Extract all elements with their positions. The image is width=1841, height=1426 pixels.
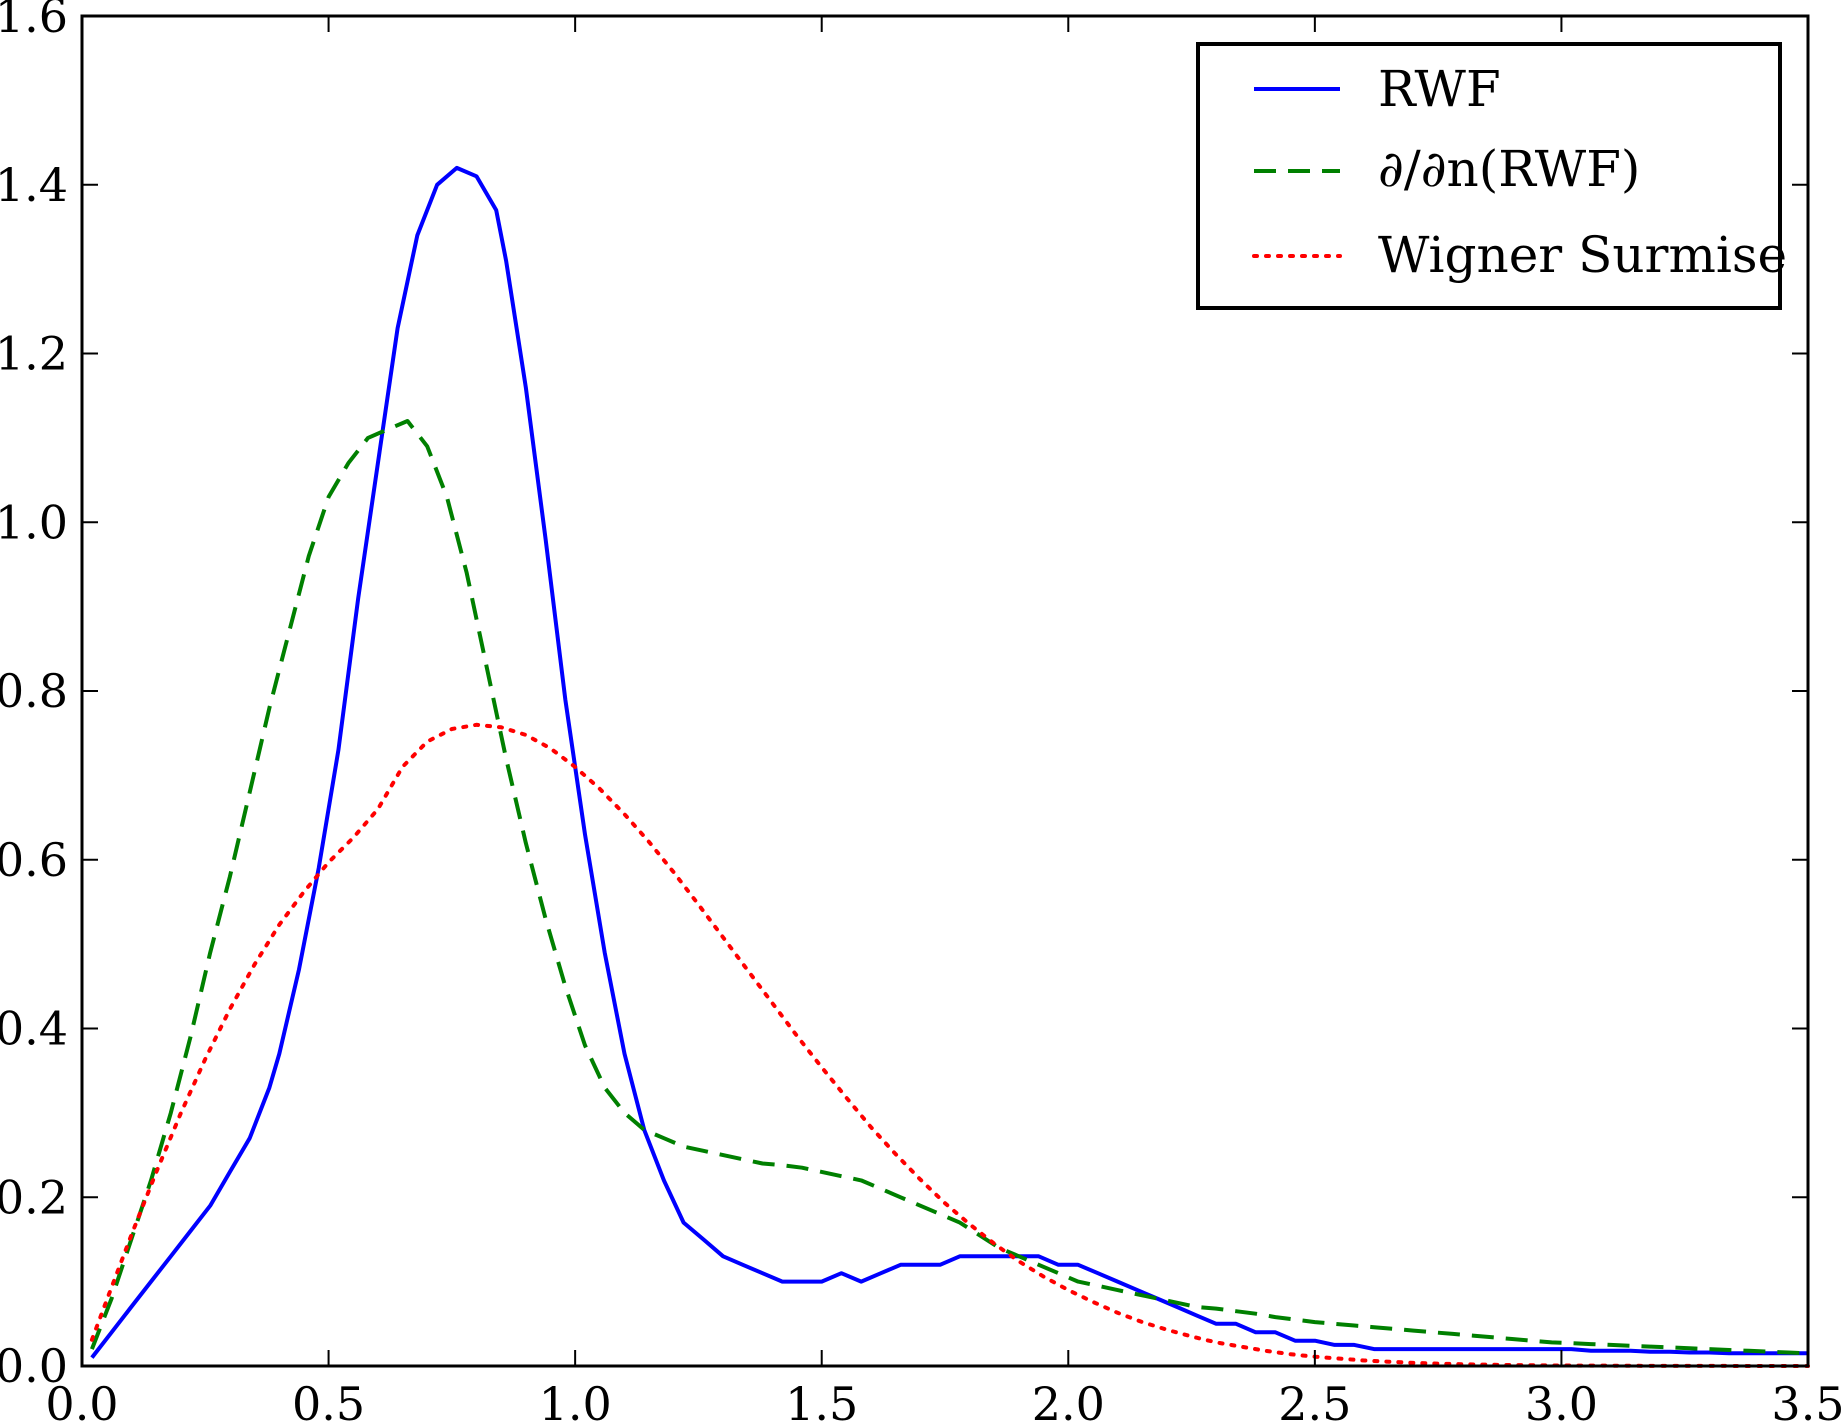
x-tick-label: 3.5	[1771, 1377, 1841, 1426]
x-tick-label: 3.0	[1525, 1377, 1598, 1426]
legend-label-wigner: Wigner Surmise	[1378, 226, 1787, 284]
legend-label-derivative: ∂/∂n(RWF)	[1378, 140, 1640, 198]
x-tick-label: 2.5	[1278, 1377, 1351, 1426]
axes-frame	[80, 14, 1810, 1368]
y-tick-label: 1.6	[0, 0, 68, 43]
y-tick-label: 0.2	[0, 1170, 68, 1224]
x-tick-label: 1.5	[785, 1377, 858, 1426]
series-derivative-line	[90, 419, 1809, 1356]
y-tick-label: 0.0	[0, 1339, 68, 1393]
series-rwf-line	[90, 165, 1808, 1359]
x-tick-label: 0.0	[45, 1377, 118, 1426]
y-tick-label: 0.6	[0, 833, 68, 887]
series-wigner-line	[89, 722, 1810, 1368]
y-tick-label: 0.8	[0, 664, 68, 718]
y-tick-label: 1.0	[0, 495, 68, 549]
y-tick-label: 0.4	[0, 1002, 68, 1056]
legend-label-rwf: RWF	[1378, 60, 1501, 118]
y-tick-label: 1.4	[0, 158, 68, 212]
legend: RWF ∂/∂n(RWF) Wigner Surmise	[1196, 42, 1787, 310]
x-tick-label: 1.0	[539, 1377, 612, 1426]
x-tick-label: 0.5	[292, 1377, 365, 1426]
x-tick-label: 2.0	[1032, 1377, 1105, 1426]
y-tick-label: 1.2	[0, 327, 68, 381]
series-layer	[89, 165, 1810, 1368]
